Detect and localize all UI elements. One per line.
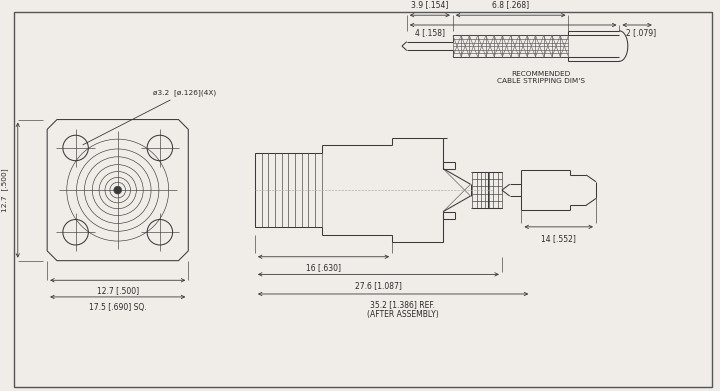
Circle shape bbox=[114, 186, 122, 194]
Text: 2 [.079]: 2 [.079] bbox=[626, 28, 656, 37]
Text: 6.8 [.268]: 6.8 [.268] bbox=[492, 0, 529, 9]
Text: 35.2 [1.386] REF.
(AFTER ASSEMBLY): 35.2 [1.386] REF. (AFTER ASSEMBLY) bbox=[367, 300, 438, 319]
Text: 4 [.158]: 4 [.158] bbox=[415, 28, 445, 37]
Text: 27.6 [1.087]: 27.6 [1.087] bbox=[355, 281, 402, 290]
Text: 3.9 [.154]: 3.9 [.154] bbox=[411, 0, 449, 9]
Text: RECOMMENDED
CABLE STRIPPING DIM'S: RECOMMENDED CABLE STRIPPING DIM'S bbox=[497, 71, 585, 84]
Text: 16 [.630]: 16 [.630] bbox=[306, 264, 341, 273]
Text: 17.5 [.690] SQ.: 17.5 [.690] SQ. bbox=[89, 303, 147, 312]
Text: ø3.2  [ø.126](4X): ø3.2 [ø.126](4X) bbox=[83, 89, 216, 145]
Text: 14 [.552]: 14 [.552] bbox=[541, 234, 576, 243]
Text: 12.7 [.500]: 12.7 [.500] bbox=[96, 286, 139, 295]
Text: 12.7  [.500]: 12.7 [.500] bbox=[1, 168, 9, 212]
